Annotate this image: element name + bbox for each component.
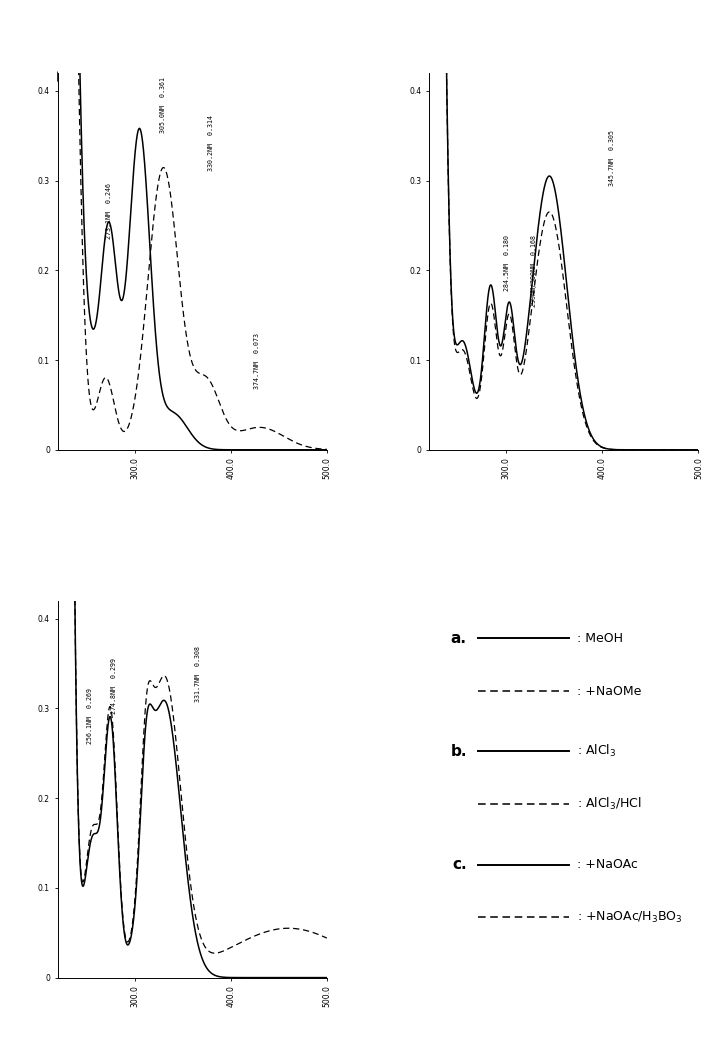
Text: 273.1NM  0.246: 273.1NM 0.246 [106,183,112,238]
Text: : +NaOAc/H$_3$BO$_3$: : +NaOAc/H$_3$BO$_3$ [577,910,683,925]
Text: 331.7NM  0.308: 331.7NM 0.308 [194,647,201,702]
Text: 345.7NM  0.305: 345.7NM 0.305 [609,130,616,186]
Text: 305.0NM  0.361: 305.0NM 0.361 [160,77,166,133]
Text: 256.1NM  0.269: 256.1NM 0.269 [87,687,93,744]
Text: 274.8NM  0.299: 274.8NM 0.299 [111,657,117,713]
Text: 374.7NM  0.073: 374.7NM 0.073 [254,334,260,389]
Text: 299NM/300NM  0.168: 299NM/300NM 0.168 [531,235,537,307]
Text: : AlCl$_3$/HCl: : AlCl$_3$/HCl [577,797,642,812]
Text: 330.2NM  0.314: 330.2NM 0.314 [208,114,214,171]
Text: a.: a. [451,631,467,646]
Text: : +NaOMe: : +NaOMe [577,684,642,698]
Text: : AlCl$_3$: : AlCl$_3$ [577,744,616,759]
Text: b.: b. [450,744,467,759]
Text: : MeOH: : MeOH [577,631,624,645]
Text: c.: c. [452,857,467,872]
Text: 284.5NM  0.180: 284.5NM 0.180 [504,235,510,291]
Text: : +NaOAc: : +NaOAc [577,858,638,872]
